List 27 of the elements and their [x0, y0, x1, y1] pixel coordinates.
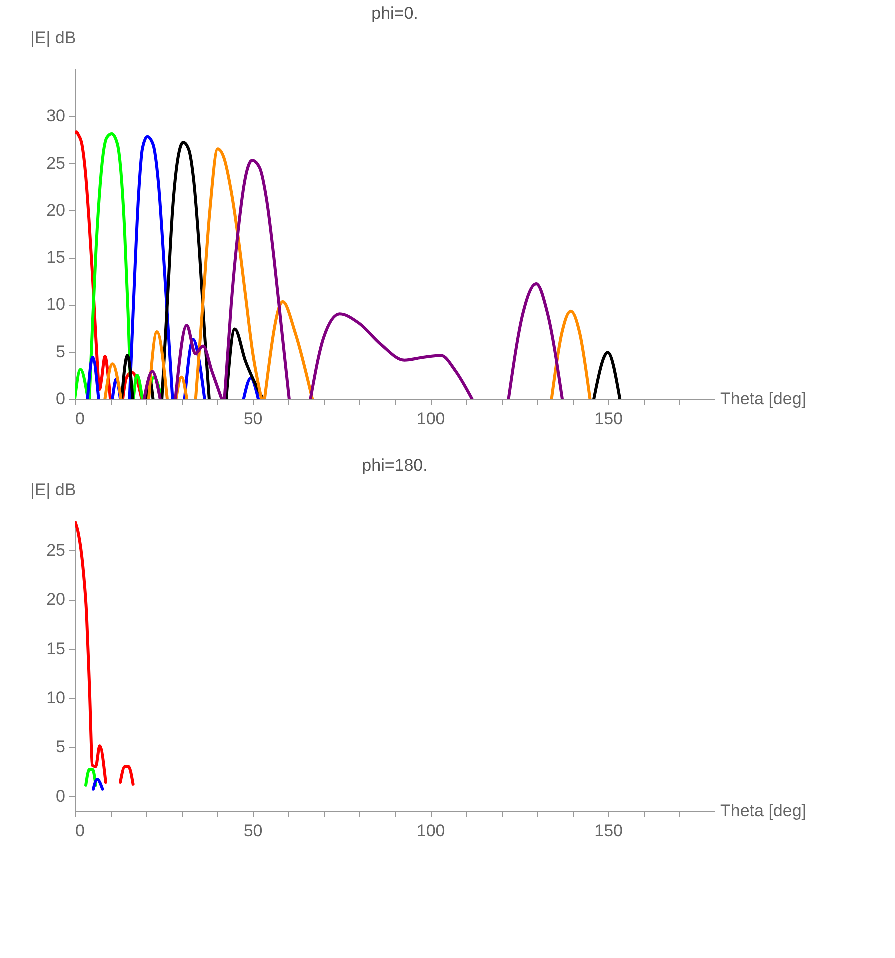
y-tick-label: 25 — [46, 540, 66, 560]
y-tick-label: 10 — [46, 688, 66, 708]
x-tick-label: 150 — [594, 822, 624, 840]
x-axis-title: Theta [deg] — [720, 802, 807, 820]
y-tick-label: 5 — [56, 738, 66, 757]
x-axis-title: Theta [deg] — [720, 390, 807, 408]
y-tick-label: 30 — [46, 106, 66, 126]
x-tick-label: 150 — [594, 410, 624, 428]
y-tick-label: 15 — [46, 639, 66, 658]
y-tick-label: 0 — [56, 390, 66, 408]
y-tick-label: 5 — [56, 342, 66, 362]
y-tick-label: 20 — [46, 200, 66, 220]
x-tick-label: 100 — [416, 410, 446, 428]
y-tick-label: 15 — [46, 248, 66, 268]
x-tick-label: 100 — [416, 822, 446, 840]
y-axis-title: |E| dB — [30, 480, 76, 500]
y-tick-label: 0 — [56, 786, 66, 806]
x-tick-label: 50 — [244, 410, 263, 428]
y-tick-label: 25 — [46, 154, 66, 173]
y-axis-title: |E| dB — [30, 28, 76, 48]
chart-title: phi=180. — [362, 456, 428, 475]
x-tick-label: 50 — [244, 822, 263, 840]
x-tick-label: 0 — [76, 822, 85, 840]
y-tick-label: 10 — [46, 295, 66, 314]
chart-title: phi=0. — [372, 4, 418, 23]
y-tick-label: 20 — [46, 590, 66, 610]
x-tick-label: 0 — [76, 410, 85, 428]
